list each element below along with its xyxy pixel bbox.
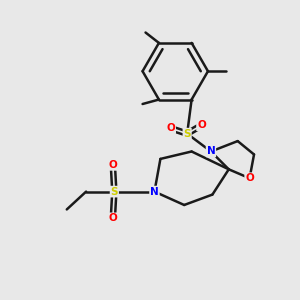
- Text: O: O: [109, 213, 117, 224]
- Text: O: O: [109, 160, 117, 170]
- Text: O: O: [167, 123, 175, 133]
- Text: O: O: [197, 120, 206, 130]
- Text: N: N: [207, 146, 215, 157]
- Text: N: N: [150, 187, 159, 196]
- Text: S: S: [183, 129, 191, 139]
- Text: O: O: [245, 173, 254, 183]
- Text: S: S: [111, 187, 118, 196]
